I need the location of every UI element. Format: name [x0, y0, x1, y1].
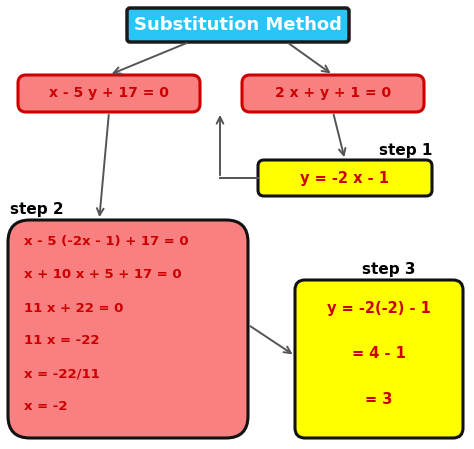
Text: y = -2 x - 1: y = -2 x - 1 [301, 171, 390, 185]
FancyBboxPatch shape [295, 280, 463, 438]
FancyBboxPatch shape [18, 75, 200, 112]
Text: = 3: = 3 [365, 392, 392, 408]
FancyBboxPatch shape [258, 160, 432, 196]
Text: 2 x + y + 1 = 0: 2 x + y + 1 = 0 [275, 87, 391, 101]
Text: y = -2(-2) - 1: y = -2(-2) - 1 [327, 300, 431, 316]
Text: step 3: step 3 [362, 262, 416, 277]
Text: x = -22/11: x = -22/11 [24, 367, 100, 380]
FancyBboxPatch shape [127, 8, 349, 42]
Text: = 4 - 1: = 4 - 1 [352, 347, 406, 361]
Text: step 2: step 2 [10, 202, 64, 217]
Text: 11 x + 22 = 0: 11 x + 22 = 0 [24, 301, 123, 314]
Text: x + 10 x + 5 + 17 = 0: x + 10 x + 5 + 17 = 0 [24, 269, 182, 282]
Text: x = -2: x = -2 [24, 401, 67, 414]
FancyBboxPatch shape [8, 220, 248, 438]
Text: Substitution Method: Substitution Method [134, 16, 342, 34]
FancyBboxPatch shape [242, 75, 424, 112]
Text: 11 x = -22: 11 x = -22 [24, 335, 100, 348]
Text: step 1: step 1 [379, 143, 432, 158]
Text: x - 5 y + 17 = 0: x - 5 y + 17 = 0 [49, 87, 169, 101]
Text: x - 5 (-2x - 1) + 17 = 0: x - 5 (-2x - 1) + 17 = 0 [24, 235, 189, 248]
